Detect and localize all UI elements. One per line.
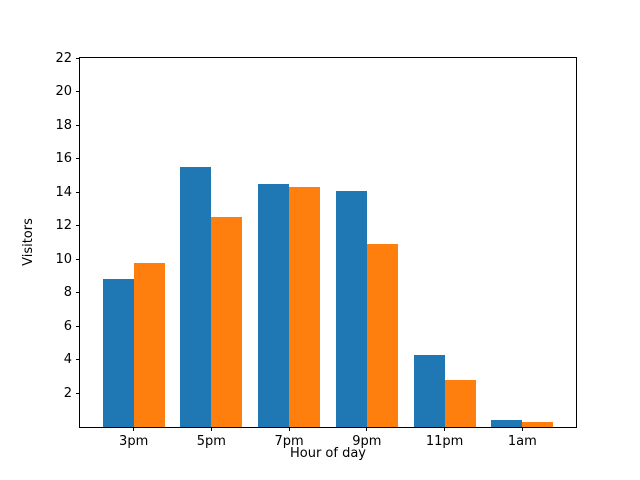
y-tick-mark [76,158,80,160]
y-tick-label: 10 [55,251,72,267]
bar-series-2-7pm [289,187,321,427]
y-tick-label: 22 [55,50,72,66]
plot-area: 2 4 6 8 10 12 14 16 18 20 22 3pm 5pm 7pm 9pm 11pm 1am [55,51,577,449]
bar-series-2-1am [522,421,554,427]
y-tick-mark [76,258,80,260]
x-axis-label: Hour of day [289,446,367,461]
y-tick-mark [76,57,80,59]
x-tick-mark [521,427,523,431]
x-tick-label-1am: 1am [507,434,537,449]
y-tick-label: 4 [63,352,72,368]
x-tick-mark [444,427,446,431]
bar-series-1-9pm [335,190,367,427]
y-tick-label: 16 [55,151,72,167]
bar-series-2-3pm [133,262,165,427]
bar-series-2-11pm [444,380,476,427]
bar-series-2-9pm [366,244,398,427]
bar-series-1-7pm [258,183,290,427]
bar-series-1-11pm [413,354,445,427]
y-tick-label: 8 [63,285,72,301]
x-tick-label-9pm: 9pm [352,434,382,449]
y-tick-mark [76,292,80,294]
x-tick-mark [133,427,135,431]
y-tick-mark [76,91,80,93]
y-tick-mark [76,124,80,126]
x-tick-label-11pm: 11pm [425,434,464,449]
y-tick-label: 14 [55,184,72,200]
bar-series-1-3pm [102,279,134,427]
y-tick-label: 2 [63,385,72,401]
x-tick-mark [288,427,290,431]
y-tick-mark [76,325,80,327]
y-axis-label: Visitors [21,218,36,266]
y-tick-mark [76,392,80,394]
y-tick-mark [76,225,80,227]
y-tick-label: 6 [63,318,72,334]
bar-series-1-1am [491,420,523,427]
y-tick-mark [76,191,80,193]
x-tick-mark [210,427,212,431]
y-tick-label: 20 [55,84,72,100]
bar-series-1-5pm [180,167,212,427]
x-tick-label-5pm: 5pm [196,434,226,449]
x-tick-mark [366,427,368,431]
bar-series-2-5pm [211,217,243,427]
y-tick-label: 18 [55,117,72,133]
y-tick-mark [76,359,80,361]
y-tick-label: 12 [55,218,72,234]
x-tick-label-3pm: 3pm [119,434,149,449]
x-tick-label-7pm: 7pm [274,434,304,449]
